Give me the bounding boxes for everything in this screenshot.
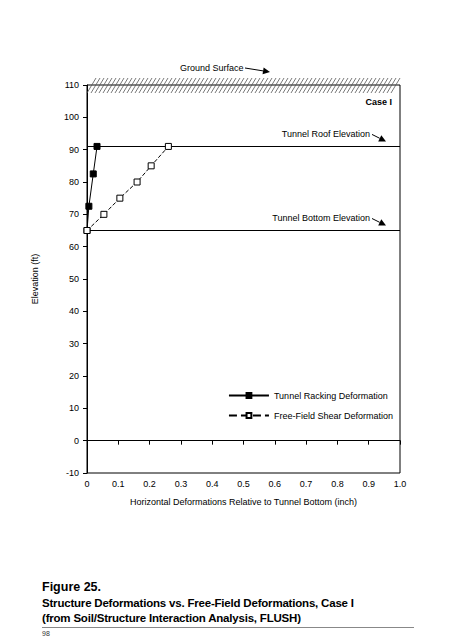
svg-text:Tunnel Bottom Elevation: Tunnel Bottom Elevation bbox=[272, 213, 370, 223]
svg-text:20: 20 bbox=[69, 371, 79, 381]
svg-text:Tunnel Racking Deformation: Tunnel Racking Deformation bbox=[274, 391, 388, 401]
svg-text:80: 80 bbox=[69, 177, 79, 187]
svg-text:0.7: 0.7 bbox=[300, 479, 313, 489]
svg-text:0.6: 0.6 bbox=[269, 479, 282, 489]
svg-text:90: 90 bbox=[69, 145, 79, 155]
svg-text:40: 40 bbox=[69, 306, 79, 316]
html-text:Figure 25.: Figure 25. bbox=[42, 580, 101, 594]
svg-text:0.1: 0.1 bbox=[112, 479, 125, 489]
svg-text:10: 10 bbox=[69, 403, 79, 413]
svg-text:0.4: 0.4 bbox=[206, 479, 219, 489]
svg-text:Tunnel Roof Elevation: Tunnel Roof Elevation bbox=[282, 129, 370, 139]
svg-text:60: 60 bbox=[69, 242, 79, 252]
svg-text:50: 50 bbox=[69, 274, 79, 284]
svg-text:100: 100 bbox=[64, 112, 79, 122]
svg-text:Elevation (ft): Elevation (ft) bbox=[30, 254, 40, 305]
svg-text:0.2: 0.2 bbox=[143, 479, 156, 489]
svg-text:Horizontal Deformations Relati: Horizontal Deformations Relative to Tunn… bbox=[130, 497, 357, 507]
svg-text:Ground Surface: Ground Surface bbox=[180, 63, 244, 73]
svg-text:70: 70 bbox=[69, 209, 79, 219]
svg-text:Free-Field Shear Deformation: Free-Field Shear Deformation bbox=[274, 411, 393, 421]
svg-text:1.0: 1.0 bbox=[394, 479, 407, 489]
svg-text:0: 0 bbox=[74, 436, 79, 446]
svg-text:Case I: Case I bbox=[365, 97, 392, 107]
svg-text:0.9: 0.9 bbox=[362, 479, 375, 489]
svg-text:0: 0 bbox=[84, 479, 89, 489]
svg-text:30: 30 bbox=[69, 339, 79, 349]
svg-text:0.3: 0.3 bbox=[175, 479, 188, 489]
svg-text:0.8: 0.8 bbox=[331, 479, 344, 489]
html-text:(from Soil/Structure Interacti: (from Soil/Structure Interaction Analysi… bbox=[42, 612, 301, 624]
html-text:98: 98 bbox=[42, 630, 50, 637]
html-text:Structure Deformations vs. Fre: Structure Deformations vs. Free-Field De… bbox=[42, 597, 354, 609]
svg-text:110: 110 bbox=[65, 80, 79, 90]
svg-text:-10: -10 bbox=[66, 468, 79, 478]
svg-text:0.5: 0.5 bbox=[237, 479, 250, 489]
